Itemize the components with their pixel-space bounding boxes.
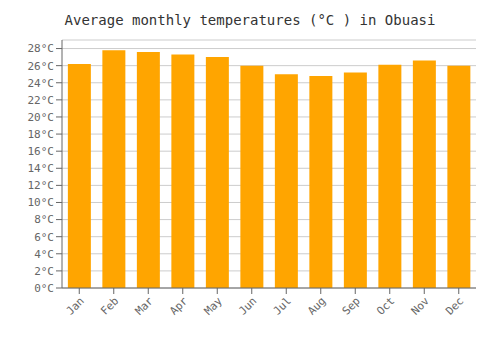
svg-text:28°C: 28°C — [28, 42, 55, 55]
svg-text:6°C: 6°C — [34, 231, 54, 244]
svg-text:18°C: 18°C — [28, 128, 55, 141]
svg-text:Aug: Aug — [305, 294, 328, 317]
svg-text:22°C: 22°C — [28, 94, 55, 107]
svg-text:20°C: 20°C — [28, 111, 55, 124]
svg-text:12°C: 12°C — [28, 179, 55, 192]
svg-text:Mar: Mar — [133, 294, 157, 318]
svg-text:Oct: Oct — [374, 294, 397, 317]
svg-text:24°C: 24°C — [28, 77, 55, 90]
svg-text:Feb: Feb — [98, 294, 121, 317]
svg-text:Jan: Jan — [64, 294, 87, 317]
html-text:Average monthly temperatures (: Average monthly temperatures (°C ) in Ob… — [64, 12, 436, 28]
svg-text:Apr: Apr — [167, 294, 191, 318]
svg-text:26°C: 26°C — [28, 60, 55, 73]
svg-text:Nov: Nov — [409, 294, 433, 318]
svg-text:14°C: 14°C — [28, 162, 55, 175]
svg-text:2°C: 2°C — [34, 265, 54, 278]
svg-text:8°C: 8°C — [34, 213, 54, 226]
svg-text:0°C: 0°C — [34, 282, 54, 295]
svg-text:Dec: Dec — [443, 294, 466, 317]
svg-text:May: May — [202, 294, 226, 318]
svg-text:16°C: 16°C — [28, 145, 55, 158]
svg-text:Jul: Jul — [271, 294, 294, 317]
svg-text:4°C: 4°C — [34, 248, 54, 261]
svg-text:Sep: Sep — [340, 294, 363, 317]
svg-text:10°C: 10°C — [28, 196, 55, 209]
svg-text:Jun: Jun — [236, 294, 259, 317]
